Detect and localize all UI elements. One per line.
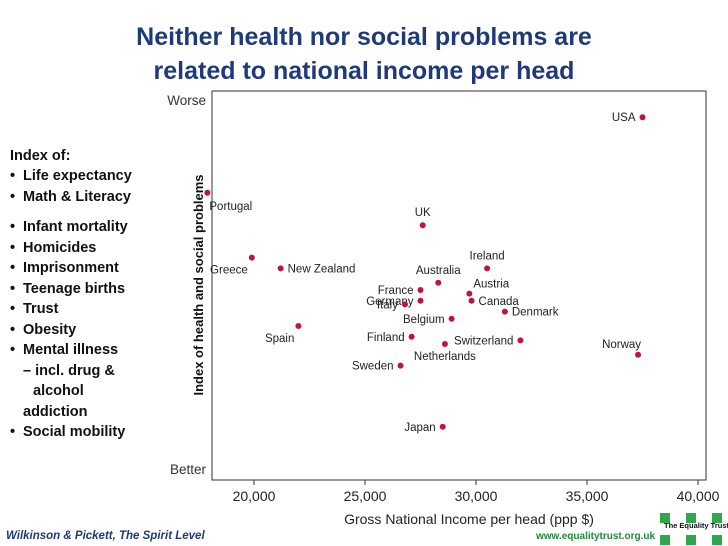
data-point-label: Japan	[404, 422, 435, 434]
logo-text: The Equality Trust	[664, 521, 728, 530]
data-point	[501, 308, 508, 315]
data-point	[401, 301, 408, 308]
data-point	[417, 297, 424, 304]
logo-square	[660, 513, 670, 523]
logo-square	[712, 513, 722, 523]
data-point	[484, 265, 491, 272]
data-point-label: USA	[612, 112, 636, 124]
index-item: Life expectancy	[10, 166, 182, 187]
data-points: USA Portugal UK Greece New Zealand Ireland Aus…	[204, 112, 646, 434]
data-point	[408, 333, 415, 340]
title-line-2: related to national income per head	[153, 57, 575, 85]
plot-frame	[211, 90, 707, 481]
source-credit: Wilkinson & Pickett, The Spirit Level	[6, 530, 205, 542]
data-point	[639, 114, 646, 121]
logo-square	[686, 535, 696, 545]
index-item-mental-illness: Mental illness – incl. drug & alcohol ad…	[10, 340, 182, 422]
data-point-label: Spain	[265, 333, 294, 345]
data-point	[248, 254, 255, 261]
data-point-label: Canada	[479, 296, 520, 308]
index-item: Math & Literacy	[10, 187, 182, 208]
y-axis-title: Index of health and social problems	[191, 174, 206, 395]
index-item-detail: addiction	[23, 403, 88, 420]
x-tick-label: 35,000	[566, 488, 609, 504]
data-point-label: Germany	[366, 296, 414, 308]
data-point-label: New Zealand	[288, 263, 356, 275]
x-axis-title: Gross National Income per head (ppp $)	[344, 511, 594, 527]
data-point	[417, 287, 424, 293]
data-point	[204, 189, 211, 196]
index-item: Obesity	[10, 320, 182, 341]
data-point	[441, 341, 448, 347]
logo-square	[712, 535, 722, 545]
x-tick-label: 30,000	[455, 488, 498, 504]
logo-square	[660, 535, 670, 545]
logo-square	[686, 513, 696, 523]
data-point-label: Finland	[367, 332, 405, 344]
data-point-label: Greece	[210, 265, 248, 277]
index-item: Social mobility	[10, 422, 182, 443]
index-item: Trust	[10, 299, 182, 320]
index-item: Teenage births	[10, 279, 182, 300]
chart-title: Neither health nor social problems are r…	[0, 20, 728, 88]
index-item: Infant mortality	[10, 217, 182, 238]
index-list: Life expectancy Math & Literacy Infant m…	[10, 166, 182, 443]
title-line-1: Neither health nor social problems are	[136, 23, 592, 51]
y-axis-top-label: Worse	[167, 93, 206, 108]
data-point-label: Austria	[473, 279, 509, 291]
x-tick-label: 40,000	[677, 488, 720, 504]
x-tick-label: 25,000	[344, 488, 387, 504]
data-point-label: UK	[415, 207, 431, 219]
data-point	[635, 351, 642, 358]
equality-trust-logo: The Equality Trust	[660, 513, 728, 546]
index-item-detail: – incl. drug &	[23, 362, 115, 379]
data-point-label: Sweden	[352, 361, 394, 373]
index-item: Imprisonment	[10, 258, 182, 279]
data-point-label: Belgium	[403, 314, 445, 326]
index-item-detail: alcohol	[33, 383, 84, 399]
data-point-label: Portugal	[209, 201, 252, 213]
data-point	[295, 323, 302, 329]
data-point	[397, 362, 404, 369]
data-point	[468, 297, 475, 304]
data-point-label: Ireland	[470, 250, 505, 262]
data-point-label: Denmark	[512, 307, 559, 319]
data-point	[517, 337, 524, 344]
y-axis-bottom-label: Better	[170, 462, 207, 477]
data-point	[439, 423, 446, 430]
data-point-label: Norway	[602, 339, 641, 351]
data-point	[448, 315, 455, 322]
index-heading: Index of:	[10, 148, 71, 164]
index-item: Mental illness	[23, 342, 119, 358]
data-point-label: France	[378, 285, 414, 297]
index-item: Homicides	[10, 238, 182, 259]
data-point-label: Australia	[416, 265, 461, 277]
x-axis-ticks: 20,000 25,000 30,000 35,000 40,000	[233, 480, 720, 504]
data-point-label: Netherlands	[414, 351, 476, 363]
data-point	[435, 279, 442, 286]
data-point-label: Italy	[377, 299, 398, 311]
data-point	[466, 290, 473, 297]
data-point-label: Switzerland	[454, 335, 513, 347]
x-tick-label: 20,000	[233, 488, 276, 504]
website-link[interactable]: www.equalitytrust.org.uk	[536, 531, 656, 542]
data-point	[277, 265, 284, 272]
index-legend: Index of: Life expectancy Math & Literac…	[10, 146, 182, 443]
data-point	[419, 222, 426, 229]
